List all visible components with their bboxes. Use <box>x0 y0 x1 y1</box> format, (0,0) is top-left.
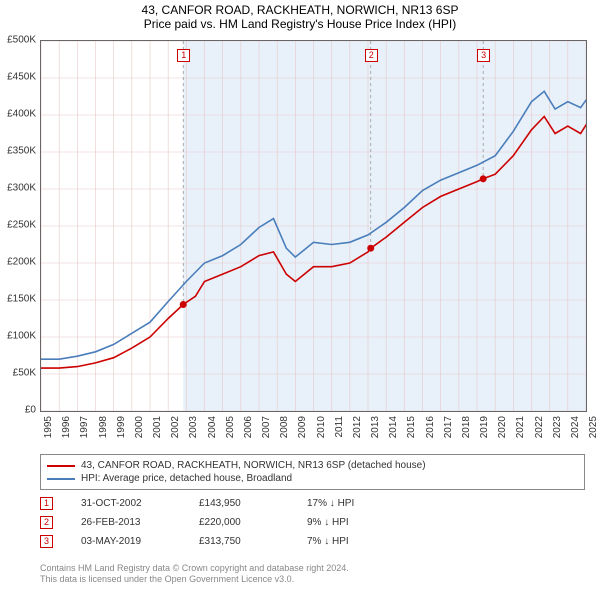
x-tick-label: 2008 <box>279 416 290 438</box>
sale-marker-box-icon: 2 <box>365 49 378 62</box>
x-tick-label: 2003 <box>188 416 199 438</box>
sale-marker-icon: 1 <box>40 497 53 510</box>
x-tick-label: 2009 <box>297 416 308 438</box>
sale-date: 31-OCT-2002 <box>81 498 181 509</box>
x-tick-label: 1996 <box>61 416 72 438</box>
x-tick-label: 2010 <box>316 416 327 438</box>
y-tick-label: £50K <box>13 368 36 379</box>
x-tick-label: 2002 <box>170 416 181 438</box>
x-tick-label: 2012 <box>352 416 363 438</box>
x-tick-label: 2014 <box>388 416 399 438</box>
sale-row: 1 31-OCT-2002 £143,950 17% ↓ HPI <box>40 494 585 513</box>
x-tick-label: 2001 <box>152 416 163 438</box>
x-tick-label: 1995 <box>43 416 54 438</box>
x-tick-label: 2007 <box>261 416 272 438</box>
title-line-2: Price paid vs. HM Land Registry's House … <box>0 17 600 31</box>
y-tick-label: £250K <box>7 220 36 231</box>
sales-table: 1 31-OCT-2002 £143,950 17% ↓ HPI 2 26-FE… <box>40 494 585 551</box>
sale-price: £313,750 <box>199 536 289 547</box>
y-tick-label: £450K <box>7 72 36 83</box>
y-tick-label: £300K <box>7 183 36 194</box>
x-tick-label: 2016 <box>425 416 436 438</box>
x-tick-label: 2005 <box>225 416 236 438</box>
footer-line-1: Contains HM Land Registry data © Crown c… <box>40 563 585 575</box>
x-tick-label: 2000 <box>134 416 145 438</box>
sale-price: £143,950 <box>199 498 289 509</box>
x-tick-label: 1998 <box>98 416 109 438</box>
x-tick-label: 1999 <box>116 416 127 438</box>
x-tick-label: 2021 <box>515 416 526 438</box>
y-tick-label: £400K <box>7 109 36 120</box>
x-tick-label: 1997 <box>79 416 90 438</box>
x-tick-label: 2018 <box>461 416 472 438</box>
sale-diff: 9% ↓ HPI <box>307 517 407 528</box>
x-tick-label: 2013 <box>370 416 381 438</box>
chart-plot-area: 1 2 3 <box>40 40 587 412</box>
sale-row: 3 03-MAY-2019 £313,750 7% ↓ HPI <box>40 532 585 551</box>
legend: 43, CANFOR ROAD, RACKHEATH, NORWICH, NR1… <box>40 454 585 490</box>
x-tick-label: 2015 <box>406 416 417 438</box>
footer-attribution: Contains HM Land Registry data © Crown c… <box>40 563 585 586</box>
legend-item-hpi: HPI: Average price, detached house, Broa… <box>47 472 578 485</box>
x-tick-label: 2020 <box>497 416 508 438</box>
x-tick-label: 2011 <box>334 416 345 438</box>
legend-item-price: 43, CANFOR ROAD, RACKHEATH, NORWICH, NR1… <box>47 459 578 472</box>
x-tick-label: 2025 <box>588 416 599 438</box>
y-axis: £0£50K£100K£150K£200K£250K£300K£350K£400… <box>0 40 40 410</box>
footer-line-2: This data is licensed under the Open Gov… <box>40 574 585 586</box>
legend-label: 43, CANFOR ROAD, RACKHEATH, NORWICH, NR1… <box>81 460 426 471</box>
y-tick-label: £350K <box>7 146 36 157</box>
legend-swatch-icon <box>47 465 75 467</box>
x-tick-label: 2006 <box>243 416 254 438</box>
sale-marker-icon: 3 <box>40 535 53 548</box>
x-tick-label: 2024 <box>570 416 581 438</box>
title-line-1: 43, CANFOR ROAD, RACKHEATH, NORWICH, NR1… <box>0 3 600 17</box>
y-tick-label: £500K <box>7 35 36 46</box>
x-tick-label: 2023 <box>552 416 563 438</box>
y-tick-label: £100K <box>7 331 36 342</box>
sale-diff: 17% ↓ HPI <box>307 498 407 509</box>
legend-swatch-icon <box>47 478 75 480</box>
sale-marker-box-icon: 3 <box>477 49 490 62</box>
x-tick-label: 2019 <box>479 416 490 438</box>
x-axis: 1995 1996 1997 1998 1999 2000 2001 2002 2003 2004… <box>40 410 585 450</box>
legend-label: HPI: Average price, detached house, Broa… <box>81 473 292 484</box>
sale-marker-box-icon: 1 <box>177 49 190 62</box>
x-tick-label: 2004 <box>207 416 218 438</box>
y-tick-label: £150K <box>7 294 36 305</box>
x-tick-label: 2022 <box>534 416 545 438</box>
sale-row: 2 26-FEB-2013 £220,000 9% ↓ HPI <box>40 513 585 532</box>
x-tick-label: 2017 <box>443 416 454 438</box>
chart-svg <box>41 41 586 411</box>
y-tick-label: £200K <box>7 257 36 268</box>
sale-date: 03-MAY-2019 <box>81 536 181 547</box>
sale-marker-icon: 2 <box>40 516 53 529</box>
sale-diff: 7% ↓ HPI <box>307 536 407 547</box>
sale-price: £220,000 <box>199 517 289 528</box>
sale-date: 26-FEB-2013 <box>81 517 181 528</box>
y-tick-label: £0 <box>25 405 36 416</box>
